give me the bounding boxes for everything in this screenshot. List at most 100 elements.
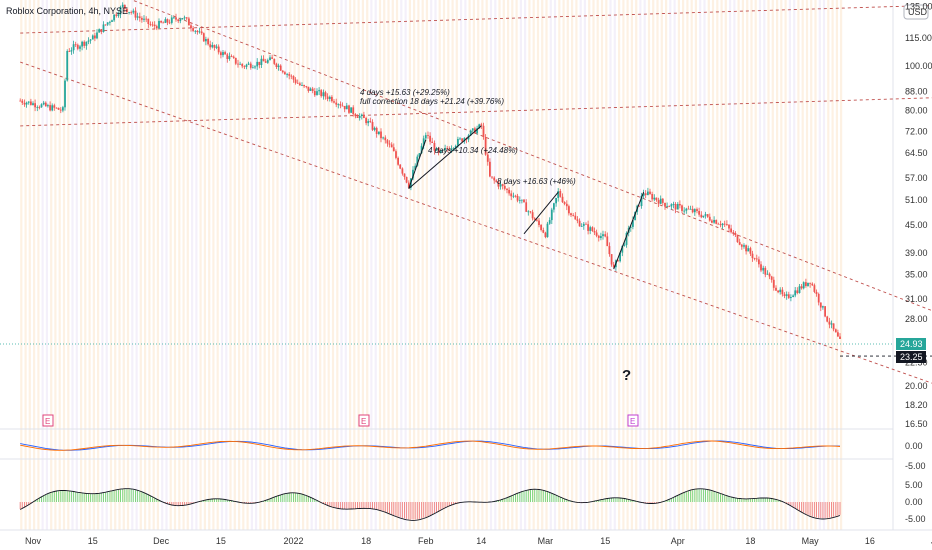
trendline[interactable] bbox=[20, 91, 932, 127]
trendline[interactable] bbox=[20, 0, 932, 34]
time-tick-label: May bbox=[802, 536, 820, 546]
candle-body bbox=[516, 195, 519, 201]
candle-body bbox=[59, 109, 62, 111]
candle-body bbox=[531, 212, 534, 219]
session-stripe bbox=[191, 0, 194, 530]
session-stripe bbox=[319, 0, 322, 530]
candle-body bbox=[777, 290, 779, 293]
annotation-1: 4 days +15.63 (+29.25%) bbox=[360, 88, 450, 97]
candle-body bbox=[570, 213, 572, 216]
candle-body bbox=[239, 63, 241, 65]
candle-body bbox=[358, 116, 361, 118]
candle-body bbox=[544, 232, 547, 238]
price-tick-label: 80.00 bbox=[905, 105, 928, 115]
histogram-line bbox=[19, 488, 841, 521]
session-stripe bbox=[481, 0, 484, 530]
currency-badge[interactable] bbox=[903, 4, 929, 20]
session-stripe bbox=[600, 0, 604, 530]
candle-body bbox=[785, 294, 788, 296]
session-stripe bbox=[553, 0, 557, 530]
candle-body bbox=[617, 260, 619, 262]
candle-body bbox=[563, 202, 566, 204]
trendline[interactable] bbox=[20, 61, 932, 430]
earnings-marker[interactable]: E bbox=[42, 414, 54, 427]
candle-body bbox=[324, 92, 327, 97]
last-price-label: 24.93 bbox=[900, 339, 923, 349]
candle-body bbox=[501, 184, 504, 186]
candle-body bbox=[123, 4, 126, 9]
candle-body bbox=[506, 188, 508, 190]
session-stripe bbox=[805, 0, 809, 530]
candle-body bbox=[70, 50, 73, 52]
candle-body bbox=[471, 128, 474, 131]
session-stripe bbox=[297, 0, 300, 530]
candle-body bbox=[674, 204, 677, 210]
session-stripe bbox=[203, 0, 206, 530]
candle-body bbox=[192, 28, 194, 31]
question-mark: ? bbox=[622, 367, 631, 384]
candle-body bbox=[796, 290, 799, 293]
candle-body bbox=[683, 210, 686, 212]
candle-body bbox=[527, 211, 530, 213]
candle-body bbox=[696, 209, 698, 211]
candle-body bbox=[798, 286, 801, 293]
session-stripe bbox=[494, 0, 497, 530]
candle-body bbox=[382, 137, 384, 139]
session-stripe bbox=[682, 0, 685, 530]
price-tick-label: 88.00 bbox=[905, 86, 928, 96]
candle-body bbox=[642, 193, 645, 196]
candle-body bbox=[491, 176, 493, 178]
annotation-3: 4 days +10.34 (+24.48%) bbox=[428, 146, 518, 155]
candle-body bbox=[316, 91, 318, 96]
session-stripe bbox=[28, 0, 31, 530]
candle-body bbox=[448, 149, 451, 151]
candle-body bbox=[764, 267, 767, 275]
session-stripe bbox=[212, 0, 215, 530]
candle-body bbox=[98, 29, 101, 33]
candle-body bbox=[822, 306, 824, 308]
candle-body bbox=[284, 72, 286, 75]
trendline-group[interactable] bbox=[20, 0, 932, 430]
candle-body bbox=[407, 182, 410, 188]
price-axis[interactable]: 135.00 115.00 100.00 88.00 80.00 72.00 64.50 57… bbox=[905, 1, 932, 429]
session-stripe bbox=[37, 0, 40, 530]
session-stripe bbox=[485, 0, 488, 530]
trendline[interactable] bbox=[123, 0, 932, 391]
candle-body bbox=[113, 14, 115, 21]
candle-body bbox=[126, 8, 128, 13]
session-stripe bbox=[408, 0, 411, 530]
candle-body bbox=[747, 248, 750, 252]
session-stripe bbox=[378, 0, 382, 530]
session-stripe bbox=[797, 0, 800, 530]
session-stripe bbox=[711, 0, 715, 530]
session-stripe bbox=[549, 0, 552, 530]
candle-body bbox=[834, 329, 837, 333]
session-stripe bbox=[126, 0, 130, 530]
candle-body bbox=[783, 294, 786, 296]
candle-body bbox=[32, 103, 34, 105]
session-stripe bbox=[263, 0, 266, 530]
candle-body bbox=[559, 191, 562, 197]
time-tick-label: 15 bbox=[88, 536, 98, 546]
session-stripe bbox=[425, 0, 428, 530]
session-stripe bbox=[246, 0, 249, 530]
earnings-marker-upcoming[interactable]: E bbox=[627, 414, 639, 427]
session-stripe bbox=[54, 0, 57, 530]
candle-body bbox=[597, 235, 600, 238]
candle-body bbox=[612, 264, 615, 268]
oscillator-pane-2: 5.00 0.00 -5.00 bbox=[19, 480, 926, 524]
session-stripe bbox=[67, 0, 70, 530]
session-stripe bbox=[293, 0, 296, 530]
session-stripe bbox=[161, 0, 164, 530]
earnings-marker[interactable]: E bbox=[358, 414, 370, 427]
candle-body bbox=[328, 96, 331, 99]
candle-body bbox=[689, 208, 692, 210]
candle-body bbox=[237, 63, 239, 65]
session-stripe bbox=[152, 0, 155, 530]
candle-body bbox=[745, 245, 747, 252]
candle-body bbox=[416, 156, 419, 166]
candle-body bbox=[606, 236, 609, 247]
session-stripe bbox=[737, 0, 740, 530]
time-axis[interactable]: Nov15Dec15202218Feb14Mar15Apr18May16Jun1… bbox=[25, 536, 932, 546]
